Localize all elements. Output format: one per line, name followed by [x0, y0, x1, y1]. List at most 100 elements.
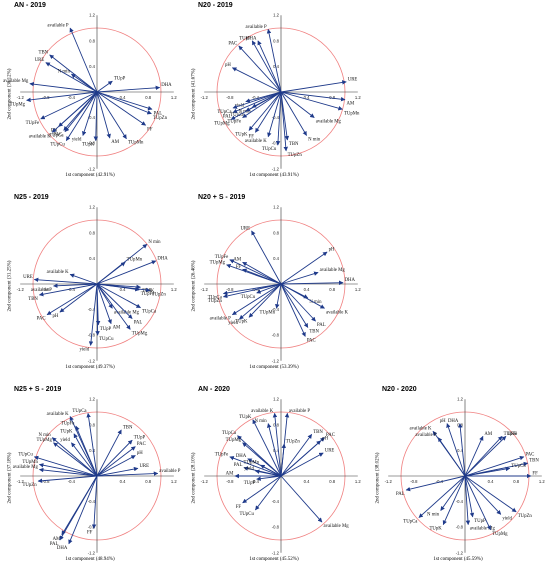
y-axis-label: 2nd component (26.46%): [191, 260, 197, 312]
vector-label: pH: [137, 451, 143, 456]
y-axis-label: 2nd component (38.02%): [375, 452, 381, 504]
x-axis-label: 1st component (45.52%): [249, 557, 299, 562]
y-tick-label: 1.2: [89, 205, 95, 210]
loading-vector: [260, 464, 282, 477]
vector-label: available K: [245, 139, 268, 144]
loading-vector: [222, 283, 282, 296]
x-axis-label: 1st component (43.91%): [249, 173, 299, 178]
loading-vector: [280, 475, 323, 523]
vector-label: DHA: [345, 278, 356, 283]
biplot-svg: -1.2-1.2-0.8-0.8-0.4-0.40.40.40.80.81.21…: [17, 205, 178, 364]
loading-vector: [96, 91, 111, 139]
vector-label: N min: [427, 513, 440, 518]
loading-vector: [38, 283, 98, 297]
loading-vector: [252, 419, 282, 477]
vector-label: TUpMn: [344, 111, 360, 116]
y-tick-label: -1.2: [88, 166, 96, 171]
vector-label: PAL: [50, 542, 59, 547]
x-tick-label: 0.4: [120, 287, 126, 292]
y-tick-label: -1.2: [272, 358, 280, 363]
y-tick-label: -0.4: [272, 115, 280, 120]
vector-label: DHA: [57, 546, 68, 551]
loading-vector: [96, 439, 133, 477]
vector-label: available P: [159, 469, 181, 474]
vector-label: FF: [147, 127, 153, 132]
vector-label: TUpK: [60, 429, 73, 434]
y-tick-label: -0.4: [272, 307, 280, 312]
x-tick-label: 0.4: [304, 95, 310, 100]
vector-label: URE: [139, 464, 149, 469]
x-tick-label: -0.8: [42, 287, 50, 292]
biplot-panel-an-2020: -1.2 -1.2 -0.8 -0.8 -0.4 -0.4 0.4 0.4 0.8 0.8 1.2 1…: [186, 386, 362, 573]
y-tick-label: 0.4: [273, 64, 279, 69]
loading-vector: [280, 271, 319, 285]
x-tick-label: 1.2: [171, 287, 177, 292]
vector-label: DHA: [246, 36, 257, 41]
x-tick-label: 0.8: [513, 479, 519, 484]
biplot-panel-n20-s-2019: -1.2-1.2-0.8-0.8-0.4-0.40.40.40.80.81.21…: [186, 194, 362, 381]
biplot-panel-n20-2019: -1.2 -1.2 -0.8 -0.8 -0.4 -0.4 0.4 0.4 0.8 0.8 1.2 1…: [186, 2, 362, 189]
vector-label: AM: [53, 537, 61, 542]
vector-label: yield: [72, 138, 82, 143]
loading-vector: [96, 91, 152, 115]
vector-label: TUpCu: [18, 452, 33, 457]
vector-label: TUpZn: [286, 440, 301, 445]
vector-label: TUpCa: [72, 409, 87, 414]
vector-label: TUpMn: [260, 310, 276, 315]
vector-label: available Mg: [316, 120, 342, 125]
vector-label: TBN: [313, 430, 323, 435]
loading-vector: [229, 259, 282, 285]
loading-vector: [26, 91, 98, 103]
loading-vector: [464, 435, 507, 477]
vector-label: URE: [348, 77, 358, 82]
x-tick-label: -1.2: [201, 287, 209, 292]
vector-label: TUpCu: [239, 512, 254, 517]
loading-vector: [251, 230, 282, 285]
y-tick-label: -1.2: [88, 550, 96, 555]
y-tick-label: 1.2: [457, 397, 463, 402]
y-tick-label: 0.4: [273, 256, 279, 261]
panel-title: N20 - 2020: [382, 386, 417, 393]
vector-label: FF: [236, 265, 242, 270]
vector-label: available Mg: [470, 527, 496, 532]
vector-label: N min: [39, 433, 52, 438]
loading-vector: [280, 443, 287, 477]
x-axis-label: 1st component (42.91%): [65, 173, 115, 178]
loading-vector: [464, 475, 475, 518]
loading-vector: [75, 425, 98, 477]
x-tick-label: -1.2: [201, 479, 209, 484]
y-tick-label: -0.8: [456, 525, 464, 530]
vector-label: TUpZn: [518, 514, 533, 519]
panel-title: AN - 2019: [14, 2, 46, 9]
panel-title: N25 - 2019: [14, 194, 49, 201]
vector-label: TUpFe: [141, 292, 155, 297]
loading-vector: [49, 54, 98, 93]
loading-vector: [242, 475, 282, 504]
vector-label: TUpZn: [208, 299, 223, 304]
loading-vector: [69, 273, 98, 285]
y-tick-label: 0.8: [89, 422, 95, 427]
loading-vector: [464, 475, 502, 515]
vector-label: TBN: [289, 142, 299, 147]
vector-label: available Mg: [3, 79, 29, 84]
y-tick-label: 0.4: [273, 448, 279, 453]
vector-label: TUpMn: [127, 258, 143, 263]
loading-vector: [405, 475, 466, 492]
loading-vector: [96, 429, 122, 477]
biplot-svg: -1.2-1.2-0.8-0.8-0.4-0.40.40.40.80.81.21…: [3, 13, 177, 172]
vector-label: PAC: [53, 132, 62, 137]
vector-label: FF: [236, 505, 242, 510]
loading-vector: [464, 475, 517, 513]
y-tick-label: -0.4: [272, 499, 280, 504]
x-axis-label: 1st component (48.94%): [65, 557, 115, 562]
vector-label: URE: [325, 448, 335, 453]
y-tick-label: 0.4: [457, 448, 463, 453]
y-tick-label: 0.4: [89, 64, 95, 69]
x-tick-label: 0.8: [329, 95, 335, 100]
vector-label: URE: [240, 226, 250, 231]
y-tick-label: 0.4: [89, 448, 95, 453]
loading-vector: [280, 251, 328, 285]
vector-label: TUpFe: [504, 432, 518, 437]
loading-vector: [33, 455, 98, 477]
y-tick-label: 0.8: [89, 230, 95, 235]
